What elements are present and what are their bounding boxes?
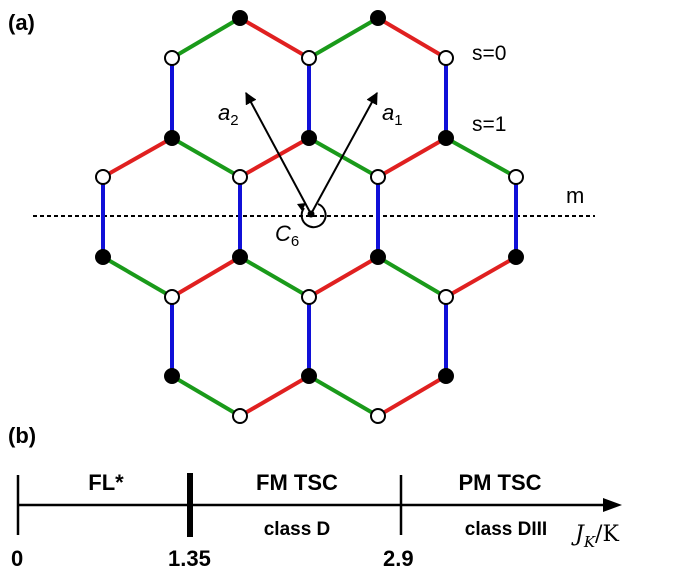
rotation-arrow-icon [300, 203, 327, 229]
phase-class-pm: class DIII [465, 519, 547, 540]
site-s1 [95, 249, 111, 265]
site-s0 [438, 50, 454, 66]
site-s1 [438, 130, 454, 146]
site-s0 [232, 169, 248, 185]
site-s0 [95, 169, 111, 185]
phase-name-pm-tsc: PM TSC [458, 470, 541, 495]
bond-y [308, 136, 379, 179]
site-s1 [232, 10, 248, 26]
bond-y [307, 374, 380, 418]
bond-y [171, 136, 241, 179]
bond-y [376, 255, 448, 299]
tick-label-2-9: 2.9 [383, 546, 414, 571]
panel-b-label: (b) [8, 423, 36, 448]
site-s1 [438, 368, 454, 384]
site-s0 [301, 289, 317, 305]
site-s1 [164, 368, 180, 384]
axis-label: JK/K [571, 522, 619, 551]
rotation-label: C6 [275, 221, 299, 250]
site-s1 [370, 10, 386, 26]
sublattice-label-s0: s=0 [472, 42, 506, 65]
panel-a-label: (a) [8, 10, 35, 35]
honeycomb-bonds [101, 16, 518, 418]
bond-x [377, 136, 447, 179]
bond-x [376, 16, 448, 60]
site-s0 [370, 169, 386, 185]
vector-a1-arrow [310, 91, 378, 215]
bond-y [307, 16, 380, 60]
site-s0 [438, 289, 454, 305]
phase-name-fm-tsc: FM TSC [256, 470, 338, 495]
site-s1 [370, 249, 386, 265]
bond-x [170, 255, 242, 299]
rotation-arrowhead-icon [297, 203, 306, 211]
site-s0 [232, 408, 248, 424]
panel-a: (a) m a1 a2 C6 s=0 s=1 [8, 10, 595, 424]
site-s1 [301, 130, 317, 146]
bond-y [170, 374, 242, 418]
bond-x [307, 255, 380, 299]
phase-class-fm: class D [264, 519, 331, 540]
bond-x [445, 255, 517, 299]
site-s1 [301, 368, 317, 384]
bond-y [445, 136, 517, 179]
vector-a1-label: a1 [382, 100, 403, 129]
bond-x [238, 16, 311, 60]
bond-x [239, 136, 310, 179]
honeycomb-sites [95, 10, 524, 424]
bond-x [376, 374, 448, 418]
mirror-label: m [566, 183, 584, 208]
site-s0 [301, 50, 317, 66]
tick-label-1-35: 1.35 [168, 546, 211, 571]
site-s0 [164, 50, 180, 66]
sublattice-label-s1: s=1 [472, 113, 506, 136]
bond-y [101, 255, 174, 299]
tick-label-0: 0 [11, 546, 23, 571]
site-s1 [232, 249, 248, 265]
bond-y [238, 255, 311, 299]
site-s0 [508, 169, 524, 185]
phase-name-fl: FL* [88, 470, 124, 495]
panel-b: (b) FL* FM TSC PM TSC class D class DIII… [8, 423, 622, 571]
rotation-center [307, 210, 315, 218]
site-s1 [508, 249, 524, 265]
bond-x [102, 136, 173, 179]
site-s1 [164, 130, 180, 146]
vector-a2-arrow [245, 91, 312, 215]
site-s0 [370, 408, 386, 424]
site-s0 [164, 289, 180, 305]
bond-y [170, 16, 242, 60]
phase-axis-arrowhead-icon [603, 498, 622, 512]
bond-x [238, 374, 311, 418]
vector-a2-label: a2 [218, 100, 239, 129]
